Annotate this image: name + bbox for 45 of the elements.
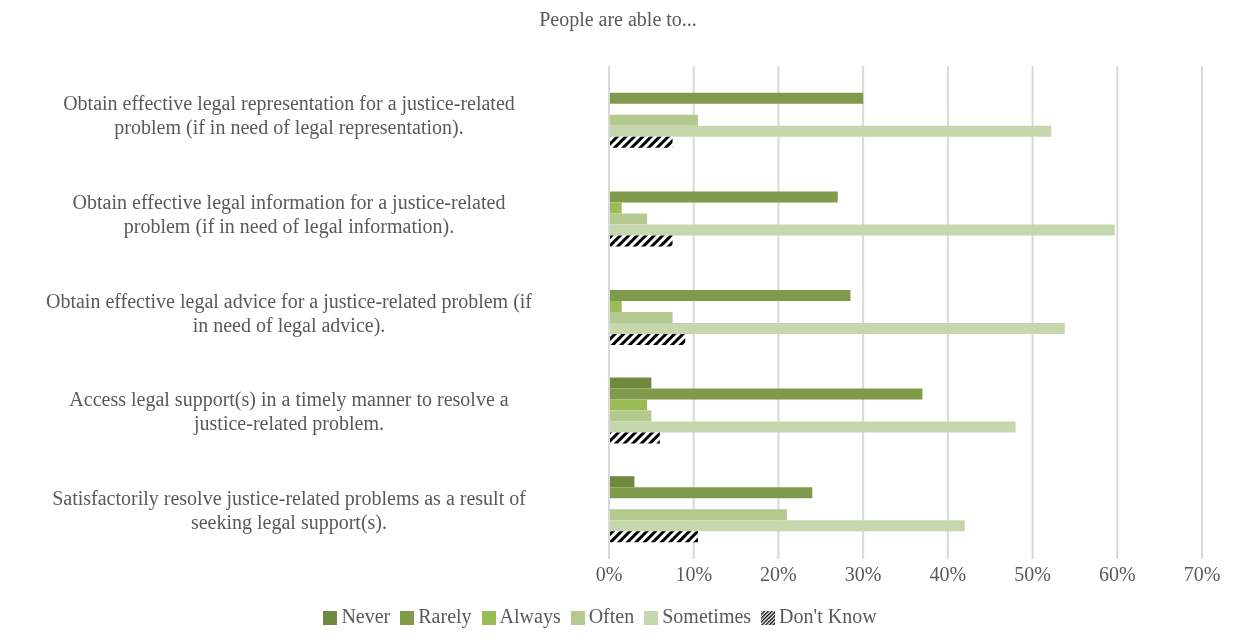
bar [609,300,622,312]
bar [609,311,673,323]
legend-label: Don't Know [779,605,877,627]
legend-label: Rarely [418,605,472,627]
bar [609,410,652,422]
x-tick-label: 50% [1014,563,1051,586]
y-tick-label: Obtain effective legal information for a justice-related problem (if in need of legal information). [72,190,506,238]
legend-label: Sometimes [662,605,752,627]
bar [609,92,864,104]
x-tick-label: 30% [844,563,882,586]
legend-label: Never [341,605,391,627]
bar [609,136,673,148]
chart-title: People are able to... [538,8,698,33]
bar [609,191,838,203]
x-tick-label: 20% [760,563,797,586]
bar [609,520,965,532]
x-tick-label: 60% [1098,563,1136,586]
bar [609,377,652,389]
x-tick-label: 10% [675,563,713,586]
bar [609,388,923,400]
y-tick-label: Obtain effective legal representation for a justice-related problem (if in need of legal representation). [63,92,515,140]
bar [609,322,1065,334]
y-tick-label: Obtain effective legal advice for a justice-related problem (if in need of legal advice). [45,289,533,337]
bar [609,114,698,126]
bar [609,202,622,214]
bar [609,476,635,488]
bar [609,289,851,301]
x-tick-label: 70% [1183,563,1221,586]
bar [609,509,787,521]
bar [609,432,660,444]
bar [609,399,648,411]
bar [609,125,1052,137]
bar [609,333,686,345]
bar [609,224,1115,236]
legend-label: Always [499,605,561,627]
y-tick-label: Satisfactorily resolve justice-related problems as a result of seeking legal support(s). [52,486,527,534]
bar [609,213,648,225]
bar [609,531,698,543]
legend-label: Often [588,605,635,627]
bar [609,235,673,247]
x-tick-label: 40% [929,563,967,586]
x-tick-label: 0% [595,563,623,586]
bar [609,487,813,499]
y-tick-label: Access legal support(s) in a timely manner to resolve a justice-related problem. [69,388,509,436]
bar [609,421,1016,433]
